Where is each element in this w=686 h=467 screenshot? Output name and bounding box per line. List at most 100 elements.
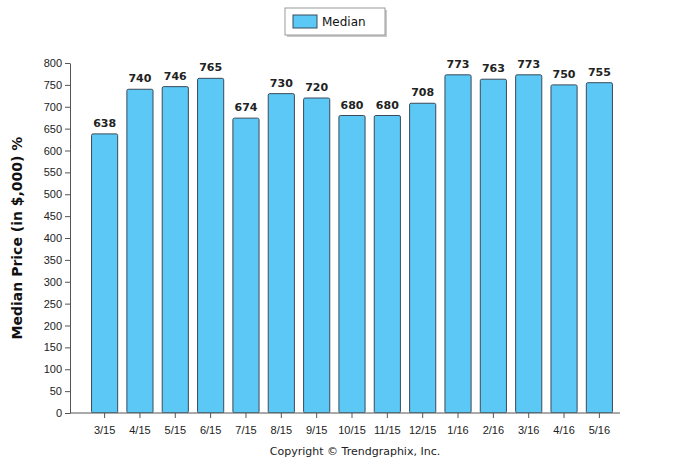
y-axis: 0501001502002503003504004505005506006507… bbox=[44, 57, 71, 419]
y-tick-label: 350 bbox=[44, 254, 62, 266]
bar bbox=[304, 98, 330, 413]
bar bbox=[198, 78, 224, 413]
x-tick-mark bbox=[528, 413, 529, 418]
x-tick-mark bbox=[564, 413, 565, 418]
bar bbox=[268, 94, 294, 413]
y-tick-label: 0 bbox=[56, 407, 62, 419]
y-tick-label: 400 bbox=[44, 232, 62, 244]
x-tick-label: 5/15 bbox=[165, 424, 186, 436]
y-axis-line bbox=[70, 64, 71, 414]
chart: 0501001502002503003504004505005506006507… bbox=[0, 0, 686, 467]
x-tick-mark bbox=[210, 413, 211, 418]
bar bbox=[586, 83, 612, 413]
x-tick-label: 2/16 bbox=[483, 424, 504, 436]
y-tick: 350 bbox=[44, 254, 70, 266]
y-tick: 750 bbox=[44, 79, 70, 91]
x-tick-mark bbox=[316, 413, 317, 418]
bar bbox=[339, 116, 365, 414]
data-label: 773 bbox=[517, 58, 540, 71]
y-tick-mark bbox=[65, 129, 70, 130]
x-tick: 11/15 bbox=[374, 413, 401, 436]
bars bbox=[92, 75, 613, 413]
x-tick: 7/15 bbox=[235, 413, 256, 436]
bar bbox=[162, 87, 188, 413]
x-tick-label: 5/16 bbox=[589, 424, 610, 436]
x-tick-mark bbox=[352, 413, 353, 418]
y-tick-mark bbox=[65, 151, 70, 152]
y-tick-label: 200 bbox=[44, 320, 62, 332]
x-tick-mark bbox=[281, 413, 282, 418]
y-tick-label: 150 bbox=[44, 341, 62, 353]
x-tick-label: 12/15 bbox=[409, 424, 437, 436]
x-axis: 3/154/155/156/157/158/159/1510/1511/1512… bbox=[70, 413, 620, 436]
y-tick-label: 250 bbox=[44, 298, 62, 310]
x-tick: 8/15 bbox=[271, 413, 292, 436]
bar bbox=[92, 134, 118, 413]
y-tick-mark bbox=[65, 391, 70, 392]
x-tick-label: 11/15 bbox=[374, 424, 401, 436]
bar bbox=[516, 75, 542, 413]
bar bbox=[445, 75, 471, 413]
bar bbox=[410, 103, 436, 413]
y-tick-label: 450 bbox=[44, 210, 62, 222]
y-tick: 250 bbox=[44, 298, 70, 310]
x-tick-label: 8/15 bbox=[271, 424, 292, 436]
y-tick: 400 bbox=[44, 232, 70, 244]
bar bbox=[233, 118, 259, 413]
y-tick-mark bbox=[65, 238, 70, 239]
y-tick: 50 bbox=[50, 385, 70, 397]
data-label: 680 bbox=[341, 99, 364, 112]
y-tick: 500 bbox=[44, 188, 70, 200]
y-tick: 200 bbox=[44, 320, 70, 332]
y-tick: 450 bbox=[44, 210, 70, 222]
y-tick-label: 300 bbox=[44, 276, 62, 288]
data-label: 763 bbox=[482, 62, 505, 75]
x-tick-label: 7/15 bbox=[235, 424, 256, 436]
x-tick: 12/15 bbox=[409, 413, 437, 436]
y-tick-mark bbox=[65, 194, 70, 195]
y-tick: 600 bbox=[44, 145, 70, 157]
data-label: 730 bbox=[270, 77, 293, 90]
x-tick: 4/16 bbox=[553, 413, 574, 436]
x-tick: 5/15 bbox=[165, 413, 186, 436]
x-tick-mark bbox=[104, 413, 105, 418]
annotation: Copyright © Trendgraphix, Inc. bbox=[270, 445, 440, 458]
y-tick-mark bbox=[65, 369, 70, 370]
y-tick-mark bbox=[65, 304, 70, 305]
y-tick: 700 bbox=[44, 101, 70, 113]
x-tick-mark bbox=[175, 413, 176, 418]
y-tick: 0 bbox=[56, 407, 70, 419]
x-tick: 5/16 bbox=[589, 413, 610, 436]
bar bbox=[551, 85, 577, 413]
x-axis-line bbox=[70, 413, 620, 414]
y-tick-label: 650 bbox=[44, 123, 62, 135]
y-tick: 550 bbox=[44, 166, 70, 178]
x-tick-label: 10/15 bbox=[338, 424, 366, 436]
x-tick: 3/16 bbox=[518, 413, 539, 436]
y-tick: 650 bbox=[44, 123, 70, 135]
y-tick-mark bbox=[65, 216, 70, 217]
x-tick-mark bbox=[387, 413, 388, 418]
y-tick-mark bbox=[65, 63, 70, 64]
x-tick-mark bbox=[599, 413, 600, 418]
bar bbox=[480, 79, 506, 413]
y-tick-mark bbox=[65, 260, 70, 261]
x-tick-label: 9/15 bbox=[306, 424, 327, 436]
data-label: 755 bbox=[588, 66, 611, 79]
data-label: 638 bbox=[93, 117, 116, 130]
data-label: 746 bbox=[164, 70, 187, 83]
x-tick-mark bbox=[422, 413, 423, 418]
legend: Median bbox=[285, 8, 387, 37]
data-label: 680 bbox=[376, 99, 399, 112]
x-tick: 4/15 bbox=[129, 413, 150, 436]
y-tick-label: 500 bbox=[44, 188, 62, 200]
y-tick-mark bbox=[65, 107, 70, 108]
y-tick-label: 600 bbox=[44, 145, 62, 157]
bar bbox=[374, 116, 400, 414]
x-tick-mark bbox=[245, 413, 246, 418]
x-tick: 3/15 bbox=[94, 413, 115, 436]
y-tick-label: 700 bbox=[44, 101, 62, 113]
y-tick-mark bbox=[65, 347, 70, 348]
y-tick-mark bbox=[65, 282, 70, 283]
data-label: 773 bbox=[447, 58, 470, 71]
